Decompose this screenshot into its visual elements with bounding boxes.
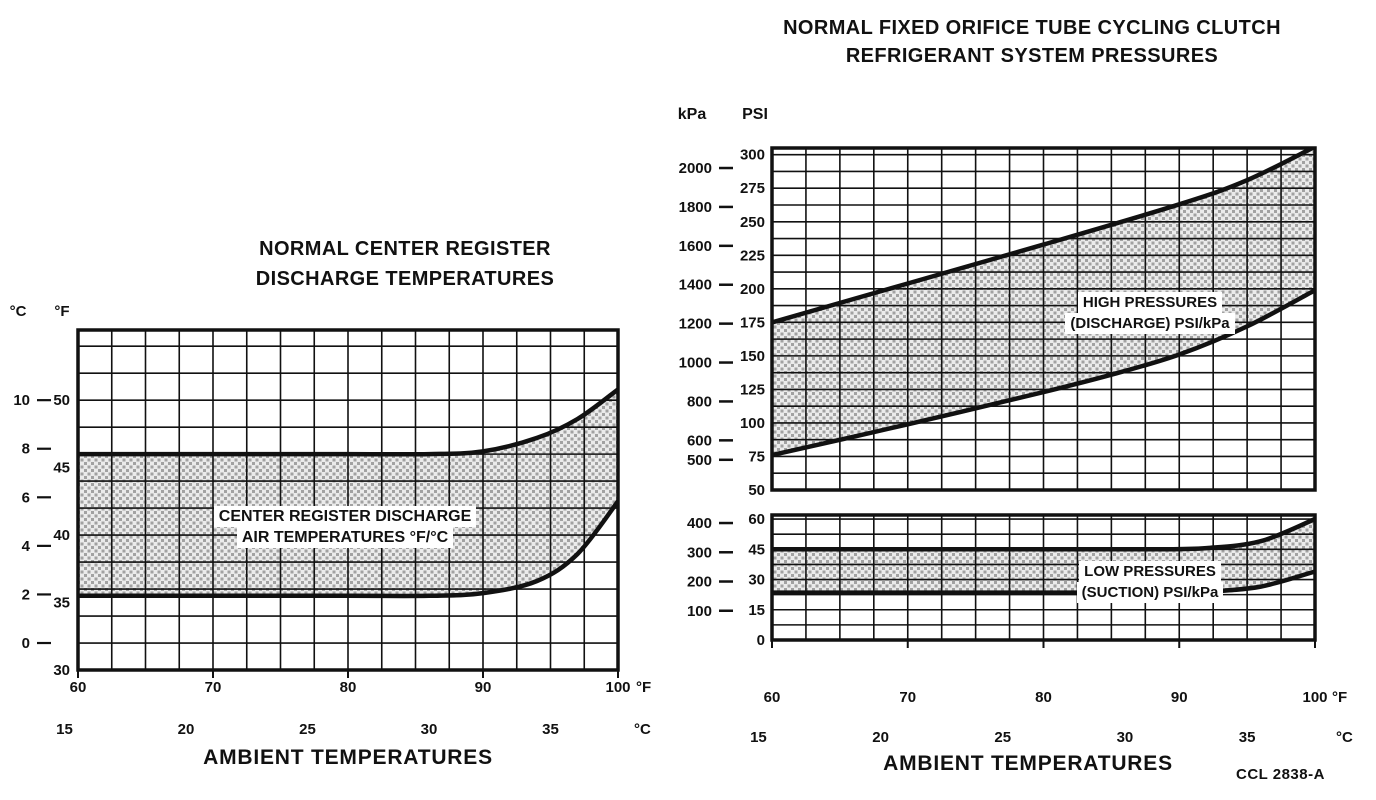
tick-label: 150 bbox=[740, 348, 765, 365]
tick-label: 35 bbox=[1239, 729, 1256, 746]
tick-label: 500 bbox=[687, 452, 712, 469]
tick-label: 400 bbox=[687, 515, 712, 532]
tick-label: 1400 bbox=[679, 277, 712, 294]
low-band-label-line-1: LOW PRESSURES bbox=[1079, 561, 1221, 582]
low-band-label-line-2: (SUCTION) PSI/kPa bbox=[1076, 582, 1224, 603]
tick-label: 300 bbox=[740, 147, 765, 164]
tick-label: 0 bbox=[22, 635, 30, 652]
tick-label: 100 bbox=[1302, 689, 1327, 706]
tick-label: 800 bbox=[687, 393, 712, 410]
left-x-axis-unit-celsius: °C bbox=[634, 721, 651, 738]
left-chart-title-line-2: DISCHARGE TEMPERATURES bbox=[255, 268, 555, 290]
left-y-axis-unit-celsius: °C bbox=[10, 303, 27, 320]
right-x-axis-unit-celsius: °C bbox=[1336, 729, 1353, 746]
tick-label: 70 bbox=[899, 689, 916, 706]
tick-label: 75 bbox=[748, 448, 765, 465]
right-chart-title-line-1: NORMAL FIXED ORIFICE TUBE CYCLING CLUTCH bbox=[783, 17, 1281, 39]
tick-label: 4 bbox=[22, 538, 31, 555]
tick-label: 30 bbox=[421, 721, 438, 738]
right-x-axis-title: AMBIENT TEMPERATURES bbox=[883, 752, 1173, 775]
high-pressure-plot-border bbox=[770, 146, 1317, 492]
high-band-label-line-1: HIGH PRESSURES bbox=[1077, 292, 1223, 313]
tick-label: 30 bbox=[748, 572, 765, 589]
left-band-label-line-2: AIR TEMPERATURES °F/°C bbox=[236, 527, 454, 548]
tick-label: 80 bbox=[1035, 689, 1052, 706]
tick-label: 600 bbox=[687, 432, 712, 449]
tick-label: 40 bbox=[53, 527, 70, 544]
tick-label: 1200 bbox=[679, 316, 712, 333]
figure-code: CCL 2838-A bbox=[1236, 766, 1325, 783]
tick-label: 100 bbox=[605, 679, 630, 696]
high-pressure-plot bbox=[770, 146, 1317, 492]
tick-label: 60 bbox=[764, 689, 781, 706]
tick-label: 35 bbox=[542, 721, 559, 738]
tick-label: 20 bbox=[872, 729, 889, 746]
tick-label: 30 bbox=[1117, 729, 1134, 746]
tick-label: 50 bbox=[748, 482, 765, 499]
tick-label: 300 bbox=[687, 544, 712, 561]
tick-label: 200 bbox=[687, 574, 712, 591]
tick-label: 200 bbox=[740, 281, 765, 298]
tick-label: 0 bbox=[757, 632, 765, 649]
tick-label: 80 bbox=[340, 679, 357, 696]
left-x-axis-unit-fahrenheit: °F bbox=[636, 679, 651, 696]
left-chart-title-line-1: NORMAL CENTER REGISTER bbox=[259, 238, 551, 260]
tick-label: 60 bbox=[748, 511, 765, 528]
tick-label: 125 bbox=[740, 381, 765, 398]
tick-label: 1000 bbox=[679, 355, 712, 372]
tick-label: 45 bbox=[53, 460, 70, 477]
tick-label: 250 bbox=[740, 214, 765, 231]
tick-label: 8 bbox=[22, 441, 30, 458]
tick-label: 15 bbox=[56, 721, 73, 738]
tick-label: 25 bbox=[994, 729, 1011, 746]
right-chart-title: NORMAL FIXED ORIFICE TUBE CYCLING CLUTCH… bbox=[692, 14, 1372, 70]
tick-label: 90 bbox=[475, 679, 492, 696]
left-chart-band-label: CENTER REGISTER DISCHARGE AIR TEMPERATUR… bbox=[165, 506, 525, 548]
tick-label: 50 bbox=[53, 392, 70, 409]
tick-label: 30 bbox=[53, 662, 70, 679]
tick-label: 90 bbox=[1171, 689, 1188, 706]
high-pressures-band-label: HIGH PRESSURES (DISCHARGE) PSI/kPa bbox=[1030, 292, 1270, 334]
tick-label: 15 bbox=[750, 729, 767, 746]
left-chart-plot bbox=[76, 328, 620, 678]
tick-label: 175 bbox=[740, 314, 765, 331]
tick-label: 10 bbox=[13, 392, 30, 409]
tick-label: 2 bbox=[22, 586, 30, 603]
tick-label: 1600 bbox=[679, 238, 712, 255]
left-band-label-line-1: CENTER REGISTER DISCHARGE bbox=[213, 506, 477, 527]
left-chart-plot-band-edges bbox=[77, 387, 619, 599]
high-pressure-plot-band-edges bbox=[771, 147, 1316, 458]
tick-label: 35 bbox=[53, 595, 70, 612]
tick-label: 45 bbox=[748, 541, 765, 558]
right-y-axis-unit-kpa: kPa bbox=[678, 106, 707, 123]
tick-label: 60 bbox=[70, 679, 87, 696]
tick-label: 275 bbox=[740, 180, 765, 197]
left-chart-title: NORMAL CENTER REGISTER DISCHARGE TEMPERA… bbox=[150, 234, 660, 294]
tick-label: 25 bbox=[299, 721, 316, 738]
low-pressures-band-label: LOW PRESSURES (SUCTION) PSI/kPa bbox=[1030, 561, 1270, 603]
tick-label: 225 bbox=[740, 247, 765, 264]
right-x-axis-unit-fahrenheit: °F bbox=[1332, 689, 1347, 706]
tick-label: 70 bbox=[205, 679, 222, 696]
tick-label: 6 bbox=[22, 489, 30, 506]
high-band-label-line-2: (DISCHARGE) PSI/kPa bbox=[1065, 313, 1235, 334]
left-y-axis-unit-fahrenheit: °F bbox=[54, 303, 69, 320]
right-chart-title-line-2: REFRIGERANT SYSTEM PRESSURES bbox=[845, 45, 1219, 67]
tick-label: 15 bbox=[748, 602, 765, 619]
tick-label: 2000 bbox=[679, 160, 712, 177]
tick-label: 20 bbox=[178, 721, 195, 738]
discharge-pressure-lower-limit bbox=[771, 288, 1316, 458]
center-register-discharge-upper-limit bbox=[78, 387, 619, 457]
suction-pressure-upper-limit bbox=[771, 516, 1316, 552]
tick-label: 100 bbox=[687, 603, 712, 620]
center-register-discharge-lower-limit bbox=[77, 499, 619, 599]
right-y-axis-unit-psi: PSI bbox=[742, 106, 768, 123]
left-x-axis-title: AMBIENT TEMPERATURES bbox=[203, 746, 493, 769]
tick-label: 100 bbox=[740, 415, 765, 432]
discharge-pressure-upper-limit bbox=[771, 147, 1316, 325]
tick-label: 1800 bbox=[679, 199, 712, 216]
